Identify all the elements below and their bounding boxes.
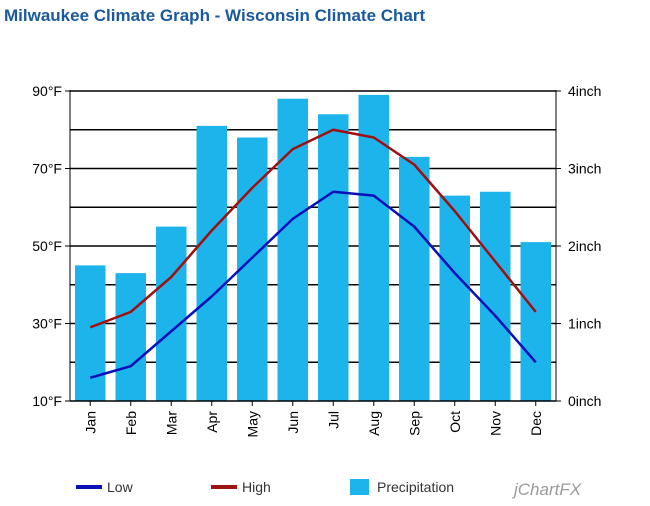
jchartfx-watermark: jChartFX [512, 480, 582, 499]
precipitation-bar-jan [75, 265, 106, 401]
precipitation-bar-apr [196, 125, 227, 401]
x-axis-tick-label: Jan [82, 411, 98, 434]
x-axis-tick-label: Jul [325, 411, 341, 429]
precipitation-bar-nov [480, 191, 511, 401]
left-axis-tick-label: 30°F [32, 316, 62, 332]
x-axis-tick-label: May [244, 411, 260, 437]
legend-label-high: High [242, 479, 271, 495]
x-axis-tick-label: Nov [487, 411, 503, 436]
x-axis-tick-label: Feb [123, 411, 139, 435]
left-axis-tick-label: 50°F [32, 238, 62, 254]
right-axis-tick-label: 4inch [568, 83, 601, 99]
right-axis-tick-label: 1inch [568, 316, 601, 332]
right-axis-tick-label: 0inch [568, 393, 601, 409]
precipitation-bar-feb [115, 273, 146, 401]
precipitation-bar-dec [520, 242, 551, 401]
precipitation-bar-aug [358, 94, 389, 401]
right-axis-tick-label: 2inch [568, 238, 601, 254]
x-axis-tick-label: Jun [285, 411, 301, 434]
high-temperature-line [89, 128, 537, 329]
low-temperature-line [89, 190, 537, 379]
axes: 90°F 70°F 50°F 30°F 10°F 4inch 3inch 2inch 1inch… [32, 83, 601, 437]
legend-label-precipitation: Precipitation [377, 479, 454, 495]
x-axis-tick-label: Oct [447, 411, 463, 433]
right-axis-tick-label: 3inch [568, 161, 601, 177]
left-axis-tick-label: 70°F [32, 161, 62, 177]
x-axis-tick-label: Dec [528, 411, 544, 436]
left-axis-tick-label: 90°F [32, 83, 62, 99]
chart-title: Milwaukee Climate Graph - Wisconsin Clim… [4, 6, 426, 25]
legend-label-low: Low [107, 479, 134, 495]
x-axis-tick-label: Apr [204, 411, 220, 433]
left-axis-tick-label: 10°F [32, 393, 62, 409]
precipitation-bar-jul [318, 114, 349, 401]
legend: Low High Precipitation [76, 479, 454, 495]
gridlines [70, 90, 556, 363]
precipitation-bar-sep [399, 156, 430, 401]
x-axis-tick-label: Sep [406, 411, 422, 436]
precipitation-bar-oct [439, 195, 470, 401]
temperature-lines [89, 128, 537, 379]
precipitation-bar-may [237, 137, 268, 401]
precipitation-bar-mar [156, 226, 187, 401]
precipitation-bars [75, 94, 551, 401]
legend-swatch-precipitation [350, 479, 369, 495]
x-axis-tick-label: Mar [163, 411, 179, 435]
x-axis-tick-label: Aug [366, 411, 382, 436]
